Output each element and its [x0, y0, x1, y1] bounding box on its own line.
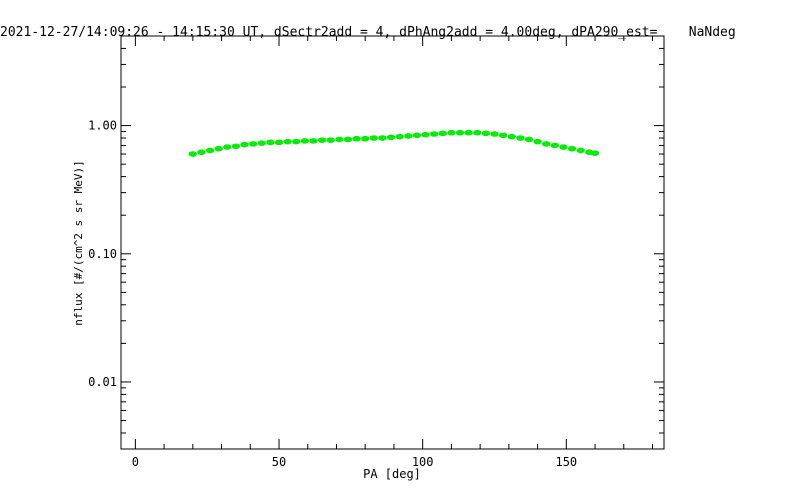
- data-point: [567, 145, 577, 152]
- data-point: [292, 138, 301, 145]
- y-tick-label: 0.01: [88, 375, 117, 389]
- data-point: [214, 145, 223, 152]
- data-point: [412, 132, 422, 139]
- data-point: [404, 133, 413, 139]
- data-point: [481, 130, 491, 137]
- data-point: [257, 140, 266, 146]
- data-point: [533, 138, 542, 145]
- data-point: [490, 131, 499, 137]
- data-point: [447, 129, 456, 136]
- data-point: [335, 136, 344, 143]
- data-point: [326, 137, 335, 143]
- data-point: [429, 131, 439, 137]
- data-point: [197, 149, 206, 156]
- x-tick-label: 150: [555, 455, 577, 469]
- data-point: [464, 129, 473, 136]
- plot-frame: [120, 35, 665, 450]
- data-point: [438, 130, 447, 137]
- data-point: [590, 150, 600, 156]
- data-point: [283, 138, 292, 145]
- data-point: [576, 147, 585, 154]
- data-point: [473, 129, 482, 136]
- chart-title: 2021-12-27/14:09:26 - 14:15:30 UT, dSect…: [0, 25, 736, 40]
- data-point: [266, 139, 275, 146]
- data-point: [542, 141, 551, 147]
- data-point: [240, 141, 249, 148]
- y-axis-ticks: [121, 35, 664, 450]
- data-point: [455, 129, 465, 136]
- data-point: [386, 134, 396, 141]
- data-point: [317, 137, 327, 143]
- data-point: [361, 135, 370, 142]
- data-point: [223, 144, 232, 150]
- x-tick-label: 50: [272, 455, 286, 469]
- y-tick-label: 1.00: [88, 119, 117, 133]
- data-point: [378, 135, 387, 141]
- data-point: [559, 144, 568, 150]
- data-point: [231, 143, 241, 150]
- data-point: [524, 136, 534, 143]
- data-point: [274, 139, 284, 146]
- data-point: [507, 133, 516, 140]
- x-tick-label: 100: [412, 455, 434, 469]
- y-tick-label: 0.10: [88, 247, 117, 261]
- x-axis-tick-labels: 0 50 100 150: [132, 455, 577, 469]
- data-point: [352, 135, 361, 142]
- data-point: [421, 131, 430, 138]
- data-point: [309, 138, 318, 144]
- data-point: [205, 147, 215, 154]
- data-point: [516, 135, 525, 141]
- data-point: [498, 132, 508, 139]
- data-point: [395, 133, 404, 140]
- x-axis-label: PA [deg]: [363, 467, 421, 481]
- x-tick-label: 0: [132, 455, 139, 469]
- data-point: [300, 138, 310, 144]
- data-point: [188, 151, 198, 157]
- x-axis-ticks: [134, 36, 654, 449]
- data-points: [188, 129, 600, 157]
- data-point: [369, 135, 379, 141]
- data-point: [550, 142, 560, 149]
- data-point: [248, 141, 258, 147]
- y-axis-label: nflux [#/(cm^2 s sr MeV)]: [72, 160, 85, 326]
- data-point: [343, 136, 353, 143]
- y-axis-tick-labels: 0.01 0.10 1.00: [88, 119, 117, 389]
